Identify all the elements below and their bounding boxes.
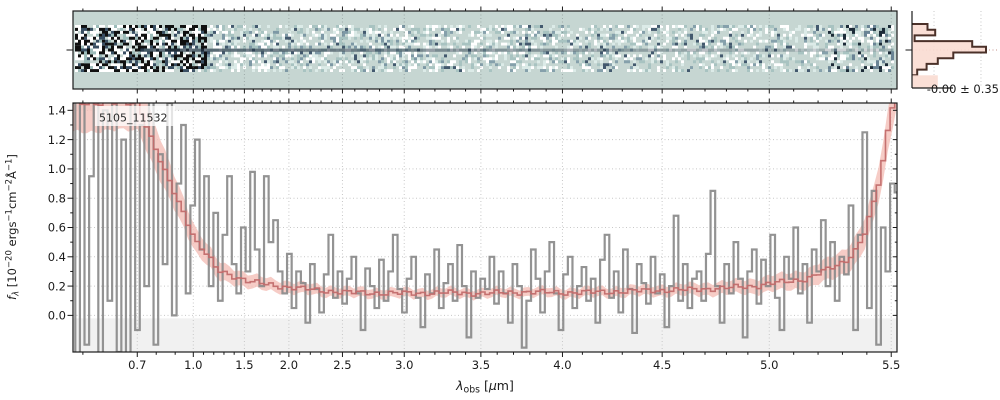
observed-spectrum-step-line <box>73 103 897 352</box>
object-label: 5105_11532 <box>99 112 168 125</box>
2d-panel-ticks <box>66 6 892 94</box>
flux-histogram-tail <box>912 75 938 88</box>
x-tick-label: 2.5 <box>333 358 351 372</box>
x-tick-label: 5.0 <box>760 358 778 372</box>
x-tick-label: 2.0 <box>280 358 298 372</box>
y-tick-label: 1.4 <box>48 104 66 118</box>
object-label-group: 5105_11532 <box>95 106 175 126</box>
y-tick-label: 0.2 <box>48 279 66 293</box>
y-tick-label: 0.8 <box>48 191 66 205</box>
x-tick-label: 3.5 <box>472 358 490 372</box>
out-of-range-shade <box>73 318 897 352</box>
histogram-stat-label: -0.00 ± 0.35 <box>927 82 999 96</box>
x-tick-label: 3.0 <box>395 358 413 372</box>
svg-text:fλ [10−20 ergs−1cm−2Å−1]: fλ [10−20 ergs−1cm−2Å−1] <box>4 154 22 300</box>
2d-spectrum-noise <box>75 25 894 73</box>
2d-spectrum-trace <box>140 48 893 52</box>
object-label-bbox <box>95 106 175 126</box>
y-axis-label: fλ [10−20 ergs−1cm−2Å−1] <box>4 154 22 300</box>
y-tick-label: 1.2 <box>48 133 66 147</box>
model-uncertainty-band <box>73 103 897 301</box>
x-tick-label: 1.5 <box>235 358 253 372</box>
y-tick-label: 0.4 <box>48 250 66 264</box>
main-panel-ticks <box>67 98 897 357</box>
x-tick-label: 5.5 <box>882 358 900 372</box>
y-tick-label: 0.0 <box>48 309 66 323</box>
y-tick-label: 0.6 <box>48 221 66 235</box>
flux-histogram-steps <box>912 23 987 77</box>
x-axis-label: λobs [μm] <box>455 378 514 396</box>
panel-2d-spectrum <box>66 6 898 94</box>
2d-panel-gridlines <box>136 11 892 89</box>
x-tick-label: 4.0 <box>553 358 571 372</box>
panel-main-spectrum: 0.7 1.0 1.5 2.0 2.5 3.0 3.5 4.0 4.5 5.0 5.5 0.0 0.2 0… <box>48 98 901 372</box>
panel-flux-histogram <box>905 11 998 89</box>
out-of-range-shade <box>73 103 897 111</box>
x-tick-label: 0.7 <box>128 358 146 372</box>
svg-text:λobs [μm]: λobs [μm] <box>455 378 514 396</box>
y-tick-label: 1.0 <box>48 162 66 176</box>
x-tick-label: 1.0 <box>184 358 202 372</box>
x-tick-label: 4.5 <box>653 358 671 372</box>
model-spectrum-line <box>79 103 896 297</box>
tick-labels: 0.7 1.0 1.5 2.0 2.5 3.0 3.5 4.0 4.5 5.0 5.5 0.0 0.2 0… <box>48 104 901 372</box>
